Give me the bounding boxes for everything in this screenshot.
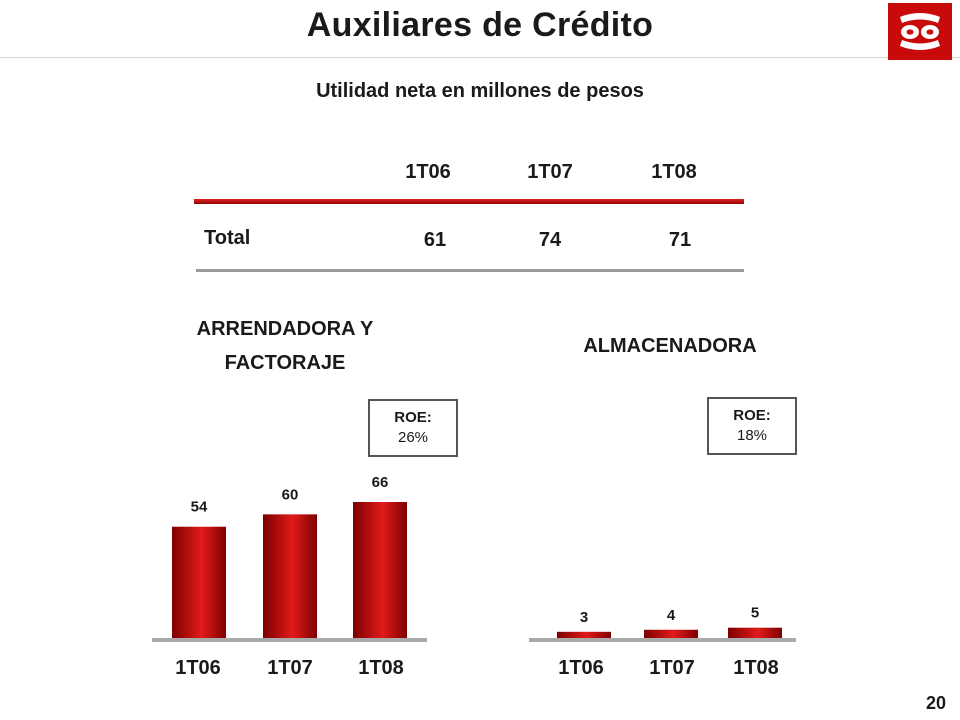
data-label-1t07: 60 xyxy=(282,486,299,503)
table-header-1t07: 1T07 xyxy=(527,161,573,183)
bar-1t08 xyxy=(728,627,782,638)
data-label-1t06: 3 xyxy=(580,609,588,626)
data-label-1t08: 66 xyxy=(372,474,389,491)
page-number: 20 xyxy=(925,693,946,713)
page-subtitle: Utilidad neta en millones de pesos xyxy=(316,80,644,102)
bar-1t07 xyxy=(263,514,317,638)
bank-logo-icon xyxy=(888,3,952,60)
table-value-1t08: 71 xyxy=(668,229,692,251)
table-bottom-rule xyxy=(196,269,744,272)
roe-label: ROE: xyxy=(394,409,432,426)
chart-title-arrendadora: ARRENDADORA Y FACTORAJE xyxy=(150,312,420,380)
category-label-1t07: 1T07 xyxy=(267,657,313,679)
table-value-1t06: 61 xyxy=(423,229,447,251)
roe-value: 18% xyxy=(736,427,768,444)
roe-box-almacenadora: ROE: 18% xyxy=(707,397,797,455)
chart-group-1: 3 4 5 1T06 1T07 1T08 xyxy=(529,605,796,679)
data-label-1t08: 5 xyxy=(751,605,759,622)
chart-title-text: ALMACENADORA xyxy=(583,335,757,357)
data-label-1t07: 4 xyxy=(667,607,676,624)
table-row-label: Total xyxy=(204,227,251,249)
chart-title-almacenadora: ALMACENADORA xyxy=(535,329,805,363)
bar-1t08 xyxy=(353,502,407,638)
page-title: Auxiliares de Crédito xyxy=(306,6,654,44)
bar-1t06 xyxy=(172,526,226,638)
bar-1t06 xyxy=(557,631,611,638)
chart-baseline xyxy=(529,638,796,642)
roe-label: ROE: xyxy=(733,407,771,424)
title-divider xyxy=(0,57,960,58)
category-label-1t08: 1T08 xyxy=(358,657,404,679)
roe-value: 26% xyxy=(397,429,429,446)
category-label-1t08: 1T08 xyxy=(733,657,779,679)
category-label-1t07: 1T07 xyxy=(649,657,695,679)
chart-group-0: 54 60 66 1T06 1T07 1T08 xyxy=(152,474,427,679)
table-header-1t08: 1T08 xyxy=(651,161,697,183)
chart-baseline xyxy=(152,638,427,642)
chart-title-text: ARRENDADORA Y FACTORAJE xyxy=(196,318,374,374)
category-label-1t06: 1T06 xyxy=(558,657,604,679)
category-label-1t06: 1T06 xyxy=(175,657,221,679)
data-label-1t06: 54 xyxy=(191,499,208,516)
roe-box-arrendadora: ROE: 26% xyxy=(368,399,458,457)
table-header-1t06: 1T06 xyxy=(405,161,451,183)
table-value-1t07: 74 xyxy=(538,229,562,251)
table-top-rule xyxy=(194,199,744,204)
bar-1t07 xyxy=(644,629,698,638)
